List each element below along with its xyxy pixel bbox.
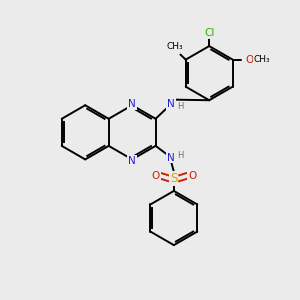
Text: H: H — [177, 102, 184, 111]
Text: O: O — [245, 55, 253, 64]
Text: O: O — [188, 171, 196, 181]
Text: Cl: Cl — [204, 28, 214, 38]
Text: N: N — [128, 156, 136, 166]
Text: N: N — [167, 99, 175, 109]
Text: CH₃: CH₃ — [167, 42, 183, 51]
Text: CH₃: CH₃ — [254, 55, 270, 64]
Text: O: O — [152, 171, 160, 181]
Text: S: S — [170, 172, 178, 185]
Text: N: N — [167, 153, 175, 163]
Text: N: N — [128, 99, 136, 109]
Text: H: H — [177, 151, 184, 160]
